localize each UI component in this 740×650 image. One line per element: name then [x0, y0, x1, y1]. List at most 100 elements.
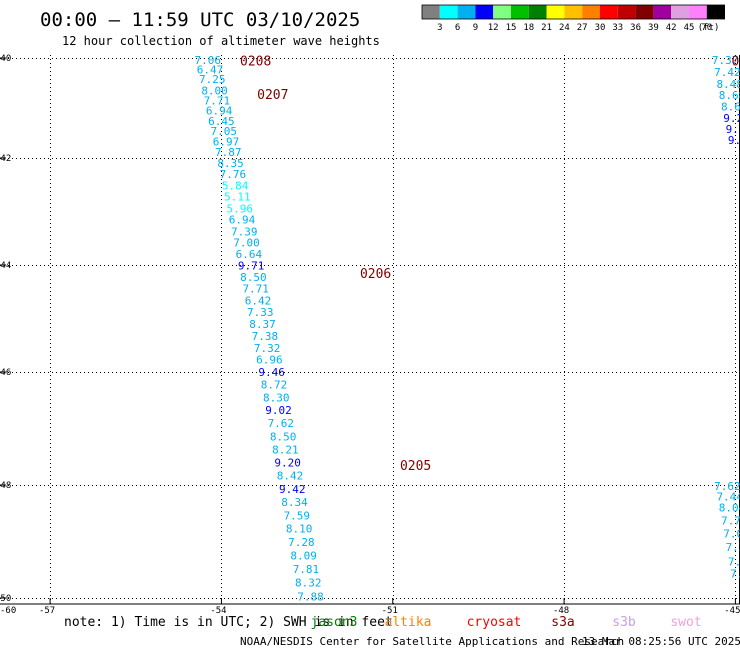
colorbar-label: 30	[595, 23, 606, 33]
colorbar-swatch	[706, 5, 725, 19]
y-axis-ticks: -40 -42 -44 -46 -48 -50	[0, 54, 11, 604]
colorbar-label: 70	[701, 23, 712, 33]
colorbar-label: 18	[523, 23, 534, 33]
swh-value-label: 7.28	[288, 536, 315, 549]
colorbar-label: 39	[648, 23, 659, 33]
swh-value-label: 7.44	[716, 490, 740, 503]
swh-value-label: 6.94	[206, 105, 233, 118]
swh-value-label: 8.34	[281, 496, 308, 509]
swh-value-label: 8.48	[716, 78, 740, 91]
swh-value-label: 8.00	[201, 85, 228, 98]
satellite-legend-jason3: jason3	[311, 615, 358, 630]
swh-value-label: 8.50	[270, 430, 297, 443]
swh-value-label: 7.38	[726, 541, 740, 554]
swh-value-label: 8.72	[261, 378, 288, 391]
swh-value-label: 7.87	[215, 146, 242, 159]
swh-value-label: 5.84	[222, 179, 249, 192]
colorbar-swatch	[635, 5, 654, 19]
corner-tick-label: -60	[0, 606, 16, 616]
pass-time-label: 0	[731, 55, 739, 70]
swh-value-label: 9.25	[726, 123, 740, 136]
swh-value-label: 7.71	[204, 95, 231, 108]
swh-value-label: 5.11	[224, 191, 251, 204]
x-tick-label: -57	[39, 606, 55, 616]
swh-value-label: 7.73	[721, 515, 740, 528]
swh-value-label: 7.42	[714, 66, 740, 79]
swh-value-label: 8.42	[277, 469, 304, 482]
swh-value-label: 7.66	[730, 568, 740, 581]
colorbar-swatch	[546, 5, 565, 19]
y-tick-label: -44	[0, 261, 11, 271]
x-tick-label: -45	[724, 606, 740, 616]
swh-value-label: 7.88	[297, 590, 324, 603]
swh-value-label: 7.76	[220, 168, 247, 181]
swh-value-label: 9.02	[265, 404, 292, 417]
swh-value-label: 7.39	[231, 225, 258, 238]
colorbar-swatch	[671, 5, 689, 19]
swh-value-label: 7.33	[247, 306, 274, 319]
colorbar-label: 42	[666, 23, 677, 33]
swh-value-label: 9.21	[723, 112, 740, 125]
y-tick-label: -40	[0, 54, 11, 64]
satellite-legend-s3a: s3a	[551, 615, 574, 630]
pass-time-label: 0208	[240, 55, 271, 70]
swh-value-label: 8.21	[272, 443, 299, 456]
swh-value-label: 9.46	[258, 366, 285, 379]
colorbar-swatch	[600, 5, 618, 19]
swh-value-label: 7.81	[293, 563, 320, 576]
colorbar-label: 21	[541, 23, 552, 33]
timestamp: 13 Mar 08:25:56 UTC 2025	[582, 635, 740, 648]
colorbar-swatch	[689, 5, 707, 19]
swh-value-label: 8.32	[295, 577, 322, 590]
colorbar-swatch	[653, 5, 672, 19]
colorbar-legend: 3 6 9 12 15 18 21 24 27 30 33 36 39 42 45 70(ft)	[421, 4, 726, 33]
y-tick-label: -48	[0, 481, 11, 491]
swh-value-label: 7.05	[723, 528, 740, 541]
swh-value-label: 8.69	[721, 101, 740, 114]
footnote: note: 1) Time is in UTC; 2) SWH is in fe…	[64, 615, 393, 630]
swh-value-label: 7.62	[268, 417, 295, 430]
swh-value-label: 6.45	[208, 115, 235, 128]
colorbar-swatch	[475, 5, 494, 19]
x-tick-label: -48	[553, 606, 569, 616]
colorbar-swatch	[564, 5, 583, 19]
swh-value-label: 6.42	[245, 294, 272, 307]
swh-value-label: 7.38	[252, 330, 279, 343]
colorbar-label: 24	[559, 23, 570, 33]
colorbar-label: 27	[577, 23, 588, 33]
colorbar-label: 36	[630, 23, 641, 33]
swh-value-label: 7.62	[714, 480, 740, 493]
colorbar-swatch	[582, 5, 600, 19]
swh-value-label: 9.42	[279, 483, 306, 496]
swh-value-label: 7.71	[242, 283, 269, 296]
swh-value-label: 8.68	[719, 89, 740, 102]
pass-time-labels: 0208 0207 0206 0205 0	[240, 55, 739, 474]
colorbar-label: 6	[455, 23, 460, 33]
y-tick-label: -42	[0, 154, 11, 164]
swh-value-label: 7.00	[233, 237, 260, 250]
swh-value-label: 8.35	[217, 157, 244, 170]
satellite-legend-s3b: s3b	[612, 615, 636, 630]
swh-value-label: 6.97	[213, 136, 240, 149]
swh-value-label: 8.50	[240, 271, 267, 284]
colorbar-swatch	[422, 5, 440, 19]
swh-value-label: 6.64	[236, 248, 263, 261]
colorbar-swatch	[511, 5, 529, 19]
swh-value-label: 8.04	[719, 502, 740, 515]
swh-value-label: 7.25	[199, 73, 226, 86]
colorbar-swatch	[493, 5, 511, 19]
satellite-legend: jason3 altika cryosat s3a s3b swot	[311, 615, 702, 630]
colorbar-swatch	[528, 5, 547, 19]
swh-value-label: 8.30	[263, 391, 290, 404]
pass-time-label: 0205	[400, 459, 431, 474]
y-tick-label: -50	[0, 594, 11, 604]
swh-value-label: 8.09	[290, 550, 317, 563]
colorbar-label: 9	[473, 23, 478, 33]
satellite-legend-swot: swot	[670, 615, 701, 630]
colorbar-label: 15	[506, 23, 517, 33]
x-tick-label: -54	[210, 606, 226, 616]
swh-value-label: 7.05	[210, 125, 237, 138]
swh-value-label: 9.24	[728, 134, 740, 147]
swh-value-label: 7.81	[728, 555, 740, 568]
